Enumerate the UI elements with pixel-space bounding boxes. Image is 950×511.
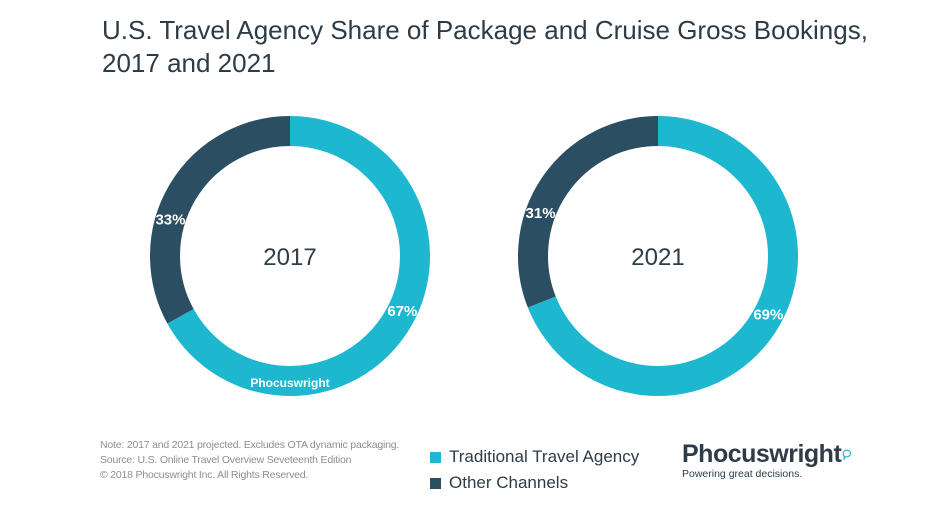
speech-bubble-icon (842, 449, 852, 460)
chart-title-line2: 2017 and 2021 (102, 48, 276, 78)
legend-swatch-traditional (430, 451, 441, 463)
legend-item-other: Other Channels (430, 470, 639, 496)
chart-title: U.S. Travel Agency Share of Package and … (102, 14, 902, 80)
data-label-traditional-travel-agency: 69% (753, 307, 783, 324)
source-line: Source: U.S. Online Travel Overview Seve… (100, 454, 352, 466)
brand-tagline: Powering great decisions. (682, 468, 803, 480)
legend-label-traditional: Traditional Travel Agency (449, 447, 640, 466)
data-label-other-channels: 31% (526, 205, 556, 222)
brand-logo: Phocuswright Powering great decisions. (682, 440, 852, 480)
chart-legend: Traditional Travel Agency Other Channels (430, 444, 639, 496)
donut-slice-other-channels (150, 116, 291, 324)
data-label-other-channels: 33% (155, 211, 185, 228)
legend-label-other: Other Channels (449, 473, 569, 492)
donut-slice-traditional-travel-agency (527, 116, 798, 396)
chart-title-line1: U.S. Travel Agency Share of Package and … (102, 15, 868, 45)
donut-chart-2021: 69% 31% 2021 (518, 116, 798, 396)
donut-center-label: 2017 (263, 244, 316, 271)
donut-slice-traditional-travel-agency (167, 116, 430, 396)
chart-notes: Note: 2017 and 2021 projected. Excludes … (100, 438, 430, 483)
data-label-traditional-travel-agency: 67% (387, 303, 417, 320)
copyright-line: © 2018 Phocuswright Inc. All Rights Rese… (100, 469, 309, 481)
donut-center-label: 2021 (631, 244, 684, 271)
legend-item-traditional: Traditional Travel Agency (430, 444, 639, 470)
donut-chart-2017: 67% 33% 2017 Phocuswright (150, 116, 430, 396)
brand-name-text: Phocuswright (682, 440, 842, 468)
legend-swatch-other (430, 477, 441, 489)
donut-slice-other-channels (518, 116, 659, 308)
brand-name: Phocuswright (682, 440, 852, 469)
watermark-text: Phocuswright (250, 376, 329, 390)
note-line: Note: 2017 and 2021 projected. Excludes … (100, 439, 400, 451)
